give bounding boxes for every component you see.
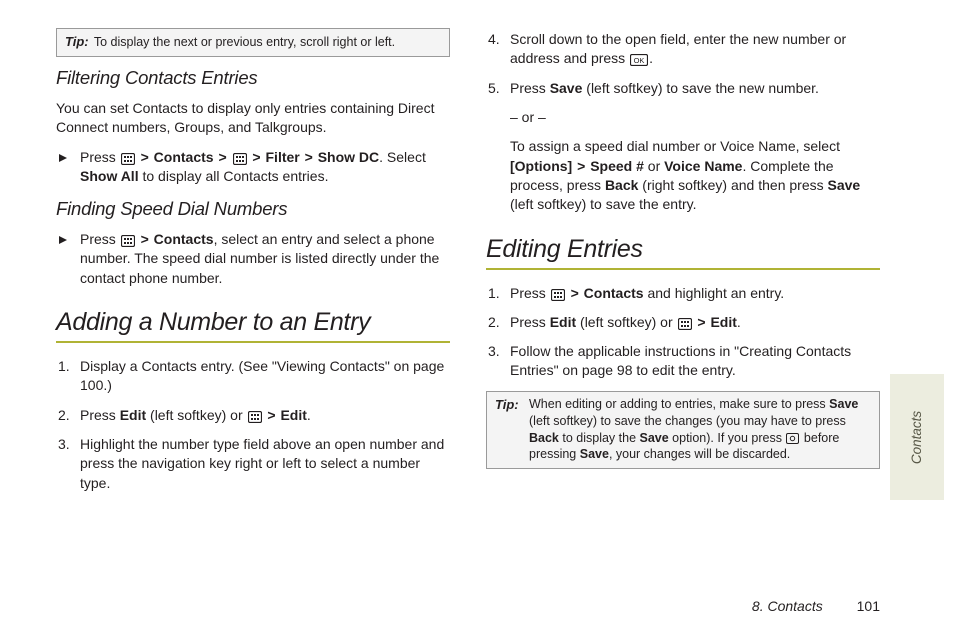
list-item: 1. Press > Contacts and highlight an ent…: [486, 284, 880, 303]
list-body: Press Edit (left softkey) or > Edit.: [510, 313, 880, 332]
tip-label: Tip:: [65, 34, 89, 49]
bullet-list-1: Press > Contacts > > Filter > Sho: [56, 148, 450, 187]
list-body: Highlight the number type field above an…: [80, 435, 450, 493]
heading-filtering: Filtering Contacts Entries: [56, 67, 450, 89]
menu-icon: [121, 235, 135, 247]
list-body: Display a Contacts entry. (See "Viewing …: [80, 357, 450, 396]
left-column: Tip: To display the next or previous ent…: [56, 28, 450, 556]
list-body: Press Save (left softkey) to save the ne…: [510, 79, 880, 215]
heading-finding: Finding Speed Dial Numbers: [56, 198, 450, 220]
columns: Tip: To display the next or previous ent…: [56, 28, 880, 556]
heading-editing: Editing Entries: [486, 235, 880, 264]
page-number: 101: [857, 598, 880, 614]
list-item: 3. Follow the applicable instructions in…: [486, 342, 880, 381]
list-item: 1. Display a Contacts entry. (See "Viewi…: [56, 357, 450, 396]
list-item: 5. Press Save (left softkey) to save the…: [486, 79, 880, 215]
divider: [486, 268, 880, 270]
num: 4.: [486, 30, 510, 49]
menu-icon: [551, 289, 565, 301]
para-filtering: You can set Contacts to display only ent…: [56, 99, 450, 138]
tip-box-2: Tip: When editing or adding to entries, …: [486, 391, 880, 470]
side-tab-label: Contacts: [910, 410, 925, 463]
bullet-icon: [56, 230, 80, 250]
footer-section: 8. Contacts: [752, 598, 823, 614]
list-item: 2. Press Edit (left softkey) or > Edit.: [56, 406, 450, 425]
num: 2.: [486, 313, 510, 332]
list-body: Follow the applicable instructions in "C…: [510, 342, 880, 381]
bullet-icon: [56, 148, 80, 168]
list-body: Press > Contacts, select an entry and se…: [80, 230, 450, 288]
tip-box-1: Tip: To display the next or previous ent…: [56, 28, 450, 57]
list-item: 3. Highlight the number type field above…: [56, 435, 450, 493]
num: 2.: [56, 406, 80, 425]
num: 1.: [486, 284, 510, 303]
sub-para: To assign a speed dial number or Voice N…: [510, 137, 880, 214]
menu-icon: [121, 153, 135, 165]
list-item: Press > Contacts, select an entry and se…: [56, 230, 450, 288]
list-body: Press > Contacts > > Filter > Sho: [80, 148, 450, 187]
tip-body: To display the next or previous entry, s…: [94, 35, 395, 49]
list-body: Scroll down to the open field, enter the…: [510, 30, 880, 69]
list-body: Press Edit (left softkey) or > Edit.: [80, 406, 450, 425]
tip-body: When editing or adding to entries, make …: [529, 396, 871, 464]
footer: 8. Contacts 101: [752, 598, 880, 614]
side-tab: Contacts: [890, 374, 944, 500]
num: 3.: [486, 342, 510, 361]
page: Tip: To display the next or previous ent…: [0, 0, 954, 636]
list-item: 2. Press Edit (left softkey) or > Edit.: [486, 313, 880, 332]
list-item: Press > Contacts > > Filter > Sho: [56, 148, 450, 187]
ordered-list-editing: 1. Press > Contacts and highlight an ent…: [486, 284, 880, 381]
num: 5.: [486, 79, 510, 98]
num: 3.: [56, 435, 80, 454]
bullet-list-2: Press > Contacts, select an entry and se…: [56, 230, 450, 288]
heading-adding: Adding a Number to an Entry: [56, 308, 450, 337]
divider: [56, 341, 450, 343]
menu-icon: [678, 318, 692, 330]
right-column: 4. Scroll down to the open field, enter …: [486, 28, 880, 556]
menu-icon: [233, 153, 247, 165]
or-line: – or –: [510, 108, 880, 127]
tip-label: Tip:: [495, 396, 527, 464]
list-body: Press > Contacts and highlight an entry.: [510, 284, 880, 303]
num: 1.: [56, 357, 80, 376]
end-icon: [786, 433, 799, 444]
list-item: 4. Scroll down to the open field, enter …: [486, 30, 880, 69]
ordered-list-adding-cont: 4. Scroll down to the open field, enter …: [486, 30, 880, 215]
ok-icon: OK: [630, 54, 648, 66]
menu-icon: [248, 411, 262, 423]
ordered-list-adding: 1. Display a Contacts entry. (See "Viewi…: [56, 357, 450, 493]
svg-text:OK: OK: [634, 56, 645, 65]
